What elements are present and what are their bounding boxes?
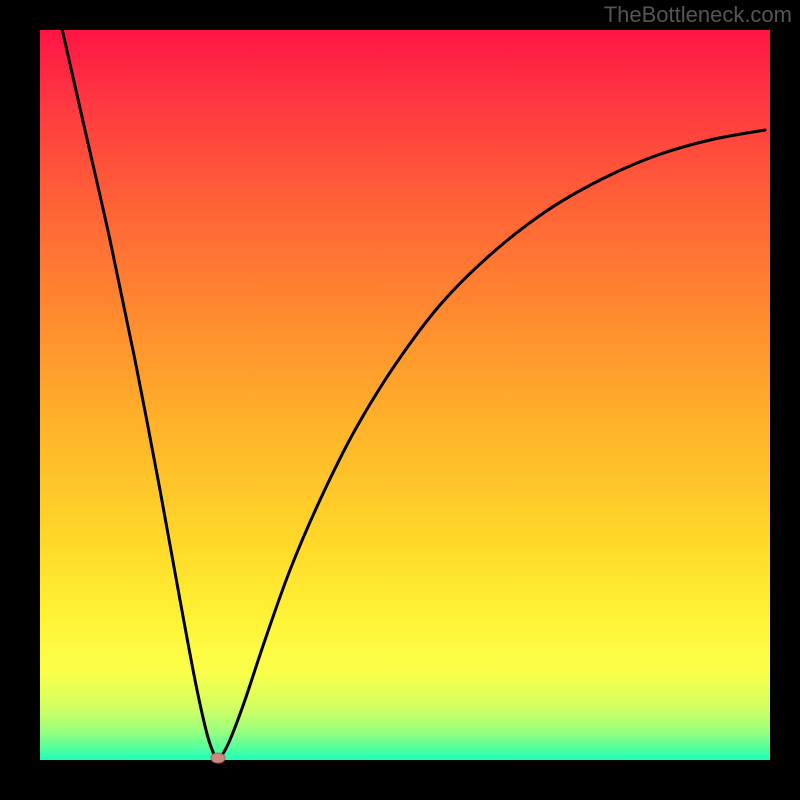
plot-background [40, 30, 770, 760]
minimum-marker [211, 753, 225, 763]
chart-container [0, 0, 800, 800]
watermark-text: TheBottleneck.com [604, 2, 792, 28]
chart-svg [0, 0, 800, 800]
